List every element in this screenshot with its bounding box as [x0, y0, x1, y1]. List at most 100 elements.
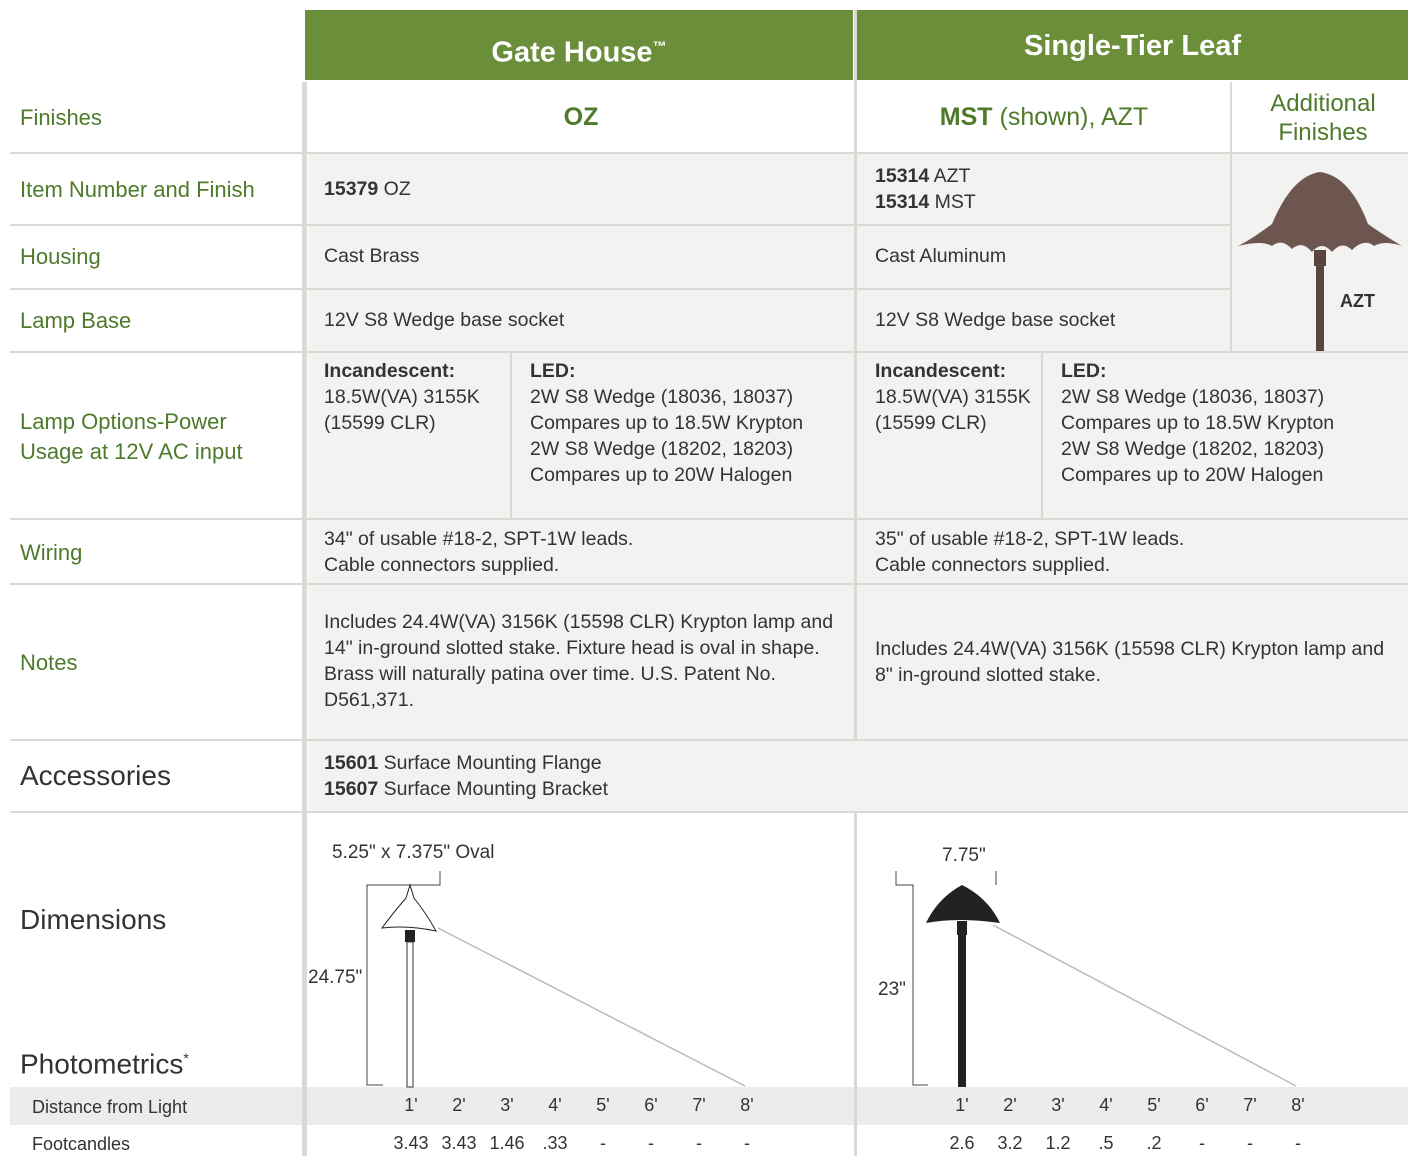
product-name: Single-Tier Leaf: [1024, 30, 1241, 62]
row-label: Item Number and Finish: [20, 175, 255, 205]
cell: Cast Aluminum: [875, 243, 1006, 269]
lamp-spec: (15599 CLR): [324, 410, 436, 436]
item: 15314 MST: [875, 189, 976, 215]
item-number: 15607: [324, 778, 378, 800]
item-number: 15314: [875, 165, 929, 187]
distance: 4': [1086, 1095, 1126, 1116]
lamp-spec: Compares up to 20W Halogen: [530, 462, 792, 488]
lamp-spec: Compares up to 18.5W Krypton: [530, 410, 803, 436]
cell: Cable connectors supplied.: [324, 552, 559, 578]
row-label: Dimensions: [20, 905, 166, 935]
distance: 7': [1230, 1095, 1270, 1116]
lamp-spec: 2W S8 Wedge (18202, 18203): [530, 436, 793, 462]
finish: MST (shown), AZT: [858, 100, 1230, 134]
item-finish: AZT: [934, 165, 971, 187]
row-label: Footcandles: [32, 1131, 130, 1156]
cell: Cast Brass: [324, 243, 419, 269]
cell: 12V S8 Wedge base socket: [875, 307, 1115, 333]
distance: 6': [631, 1095, 671, 1116]
footcandle: -: [631, 1133, 671, 1154]
row-label: Notes: [20, 648, 77, 678]
lamp-spec: 2W S8 Wedge (18036, 18037): [1061, 384, 1324, 410]
finish-code: AZT: [1340, 288, 1375, 314]
distance: 4': [535, 1095, 575, 1116]
finish-rest: (shown), AZT: [1000, 103, 1149, 131]
footcandle: .2: [1134, 1133, 1174, 1154]
footcandle: .33: [535, 1133, 575, 1154]
additional-finishes: Additional Finishes: [1240, 89, 1406, 147]
title: Photometrics: [20, 1048, 183, 1079]
footcandle: -: [1278, 1133, 1318, 1154]
lamp-spec: Compares up to 18.5W Krypton: [1061, 410, 1334, 436]
cell: 34" of usable #18-2, SPT-1W leads.: [324, 526, 633, 552]
lamp-spec: Compares up to 20W Halogen: [1061, 462, 1323, 488]
cell: Includes 24.4W(VA) 3156K (15598 CLR) Kry…: [324, 609, 839, 713]
spec-sheet: Gate House™ Single-Tier Leaf Finishes OZ…: [0, 0, 1408, 1156]
row-label: Finishes: [20, 103, 102, 133]
lamp-type: LED:: [530, 358, 576, 384]
distance: 1': [391, 1095, 431, 1116]
row-label: Wiring: [20, 538, 82, 568]
distance: 5': [583, 1095, 623, 1116]
distance: 2': [990, 1095, 1030, 1116]
distance: 5': [1134, 1095, 1174, 1116]
row-label: Distance from Light: [32, 1094, 187, 1120]
footcandle: 2.6: [942, 1133, 982, 1154]
distance: 1': [942, 1095, 982, 1116]
finish-code: MST: [940, 103, 993, 131]
dimension-width: 5.25" x 7.375" Oval: [332, 842, 494, 864]
cell: 35" of usable #18-2, SPT-1W leads.: [875, 526, 1184, 552]
lamp-image: [1232, 154, 1408, 351]
footcandle: -: [583, 1133, 623, 1154]
accessory: 15607 Surface Mounting Bracket: [324, 776, 608, 802]
lamp-spec: (15599 CLR): [875, 410, 987, 436]
finish: OZ: [308, 100, 854, 134]
accessory: 15601 Surface Mounting Flange: [324, 750, 602, 776]
footcandle: -: [727, 1133, 767, 1154]
row-label: Lamp Base: [20, 306, 131, 336]
footcandle: 1.46: [487, 1133, 527, 1154]
distance: 3': [1038, 1095, 1078, 1116]
cell: Cable connectors supplied.: [875, 552, 1110, 578]
lamp-type: Incandescent:: [875, 358, 1006, 384]
cell: 12V S8 Wedge base socket: [324, 307, 564, 333]
distance: 7': [679, 1095, 719, 1116]
lamp-type: LED:: [1061, 358, 1107, 384]
lamp-spec: 2W S8 Wedge (18036, 18037): [530, 384, 793, 410]
item-number: 15601: [324, 752, 378, 774]
distance: 8': [727, 1095, 767, 1116]
footcandle: -: [679, 1133, 719, 1154]
lamp-type: Incandescent:: [324, 358, 455, 384]
row-label: Accessories: [20, 761, 171, 791]
footnote-mark: *: [183, 1050, 188, 1066]
lamp-spec: 18.5W(VA) 3155K: [324, 384, 480, 410]
footcandle: 1.2: [1038, 1133, 1078, 1154]
item-number: 15314: [875, 191, 929, 213]
lamp-spec: 2W S8 Wedge (18202, 18203): [1061, 436, 1324, 462]
lamp-spec: 18.5W(VA) 3155K: [875, 384, 1031, 410]
distance: 2': [439, 1095, 479, 1116]
footcandle: -: [1230, 1133, 1270, 1154]
product-name: Gate House: [491, 37, 652, 69]
cell: Includes 24.4W(VA) 3156K (15598 CLR) Kry…: [875, 636, 1395, 688]
distance: 6': [1182, 1095, 1222, 1116]
item-number: 15379: [324, 178, 378, 200]
item: 15379 OZ: [324, 176, 411, 202]
footcandle: 3.43: [439, 1133, 479, 1154]
dimension-width: 7.75": [942, 845, 986, 867]
distance: 8': [1278, 1095, 1318, 1116]
dimension-height: 24.75": [308, 967, 362, 989]
distance: 3': [487, 1095, 527, 1116]
row-label: Housing: [20, 242, 101, 272]
item: 15314 AZT: [875, 163, 970, 189]
accessory-name: Surface Mounting Flange: [384, 752, 602, 774]
product-header: Gate House™: [305, 10, 853, 80]
section-title: Photometrics*: [20, 1043, 189, 1079]
item-finish: OZ: [384, 178, 411, 200]
dimension-height: 23": [878, 979, 906, 1001]
footcandle: -: [1182, 1133, 1222, 1154]
row-label: Lamp Options-Power Usage at 12V AC input: [20, 407, 290, 467]
trademark: ™: [653, 38, 667, 54]
footcandle: .5: [1086, 1133, 1126, 1154]
product-header: Single-Tier Leaf: [857, 10, 1408, 80]
